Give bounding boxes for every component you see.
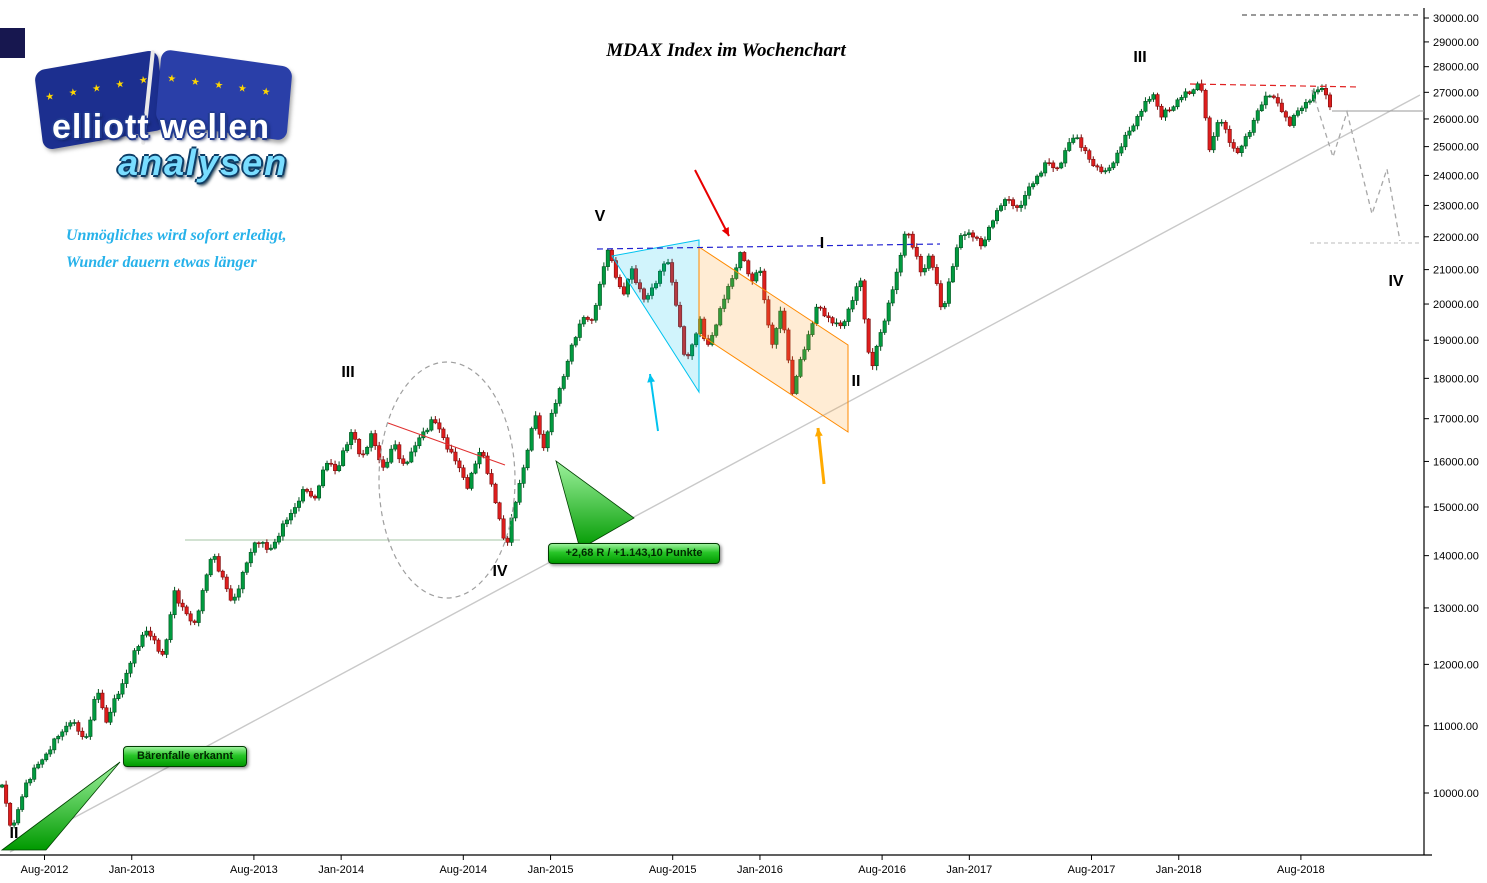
green-markers (0, 460, 635, 851)
x-axis-tick-label: Jan-2017 (946, 864, 992, 876)
annotation-arrows (647, 169, 826, 485)
trendlines (9, 94, 1421, 853)
y-axis-tick-label: 11000.00 (1433, 721, 1478, 733)
wave-roman-label: IV (1388, 273, 1403, 290)
y-axis-tick-label: 13000.00 (1433, 603, 1479, 615)
y-axis-tick-label: 12000.00 (1433, 659, 1479, 671)
candlesticks (0, 79, 1332, 829)
wave-roman-label: II (10, 825, 19, 842)
risk-reward-badge: +2,68 R / +1.143,10 Punkte (548, 543, 720, 564)
bull-flag-shape (698, 246, 849, 433)
eu-stars-icon: ★ ★ ★ ★ ★ (44, 73, 155, 104)
wave-roman-label: V (595, 208, 606, 225)
y-axis-tick-label: 16000.00 (1433, 456, 1479, 468)
eu-stars-icon: ★ ★ ★ ★ ★ (166, 72, 277, 100)
y-axis-tick-label: 21000.00 (1433, 265, 1479, 277)
x-axis-tick-label: Jan-2013 (109, 864, 155, 876)
x-axis-tick-label: Aug-2013 (230, 864, 278, 876)
y-axis-tick-label: 14000.00 (1433, 551, 1479, 563)
wave-roman-label: I (820, 235, 824, 252)
wave-roman-label: II (852, 373, 861, 390)
y-axis-tick-label: 10000.00 (1433, 788, 1479, 800)
logo: ★ ★ ★ ★ ★ ★ ★ ★ ★ ★ elliott wellen analy… (18, 48, 338, 200)
y-axis-tick-label: 26000.00 (1433, 114, 1479, 126)
watermark-slogan: Unmögliches wird sofort erledigt, Wunder… (66, 222, 286, 276)
y-axis-tick-label: 23000.00 (1433, 200, 1479, 212)
x-axis-tick-label: Aug-2018 (1277, 864, 1325, 876)
logo-word-wellen: wellen (160, 108, 271, 146)
y-axis-tick-label: 20000.00 (1433, 299, 1479, 311)
wave-roman-label: IV (492, 563, 507, 580)
x-axis-tick-label: Aug-2012 (21, 864, 69, 876)
logo-wordmark: elliott wellen (52, 108, 270, 147)
x-axis-tick-label: Aug-2017 (1068, 864, 1116, 876)
y-axis-tick-label: 15000.00 (1433, 502, 1479, 514)
axes: 30000.00 29000.00 28000.00 27000.00 26000.00… (0, 8, 1479, 876)
x-axis-tick-label: Aug-2014 (439, 864, 487, 876)
y-axis-tick-label: 18000.00 (1433, 373, 1479, 385)
slogan-line-2: Wunder dauern etwas länger (66, 254, 257, 271)
broadening-wedge-shape (611, 239, 700, 394)
logo-word-analysen: analysen (118, 142, 289, 183)
x-axis-tick-label: Aug-2015 (649, 864, 697, 876)
y-axis-tick-label: 19000.00 (1433, 335, 1479, 347)
y-axis-tick-label: 24000.00 (1433, 170, 1479, 182)
y-axis-tick-label: 17000.00 (1433, 414, 1479, 426)
logo-word-elliott: elliott (52, 108, 150, 146)
y-axis-tick-label: 29000.00 (1433, 37, 1479, 49)
x-axis-tick-label: Jan-2018 (1156, 864, 1202, 876)
y-axis-tick-label: 28000.00 (1433, 62, 1479, 74)
x-axis-tick-label: Jan-2014 (318, 864, 364, 876)
x-axis-tick-label: Jan-2015 (528, 864, 574, 876)
y-axis-tick-label: 27000.00 (1433, 87, 1479, 99)
logo-flag-corner (0, 28, 25, 58)
chart-title: MDAX Index im Wochenchart (606, 40, 846, 61)
wave-roman-label: III (1133, 49, 1146, 66)
x-axis-tick-label: Jan-2016 (737, 864, 783, 876)
y-axis-tick-label: 22000.00 (1433, 232, 1479, 244)
slogan-line-1: Unmögliches wird sofort erledigt, (66, 227, 287, 244)
wave-roman-label: III (341, 364, 354, 381)
bear-trap-badge: Bärenfalle erkannt (123, 746, 247, 767)
forecast-path (1311, 89, 1401, 242)
pattern-overlays (378, 14, 1424, 599)
x-axis-tick-label: Aug-2016 (858, 864, 906, 876)
y-axis-tick-label: 25000.00 (1433, 142, 1479, 154)
consolidation-ellipse (378, 361, 516, 599)
y-axis-tick-label: 30000.00 (1433, 13, 1479, 25)
